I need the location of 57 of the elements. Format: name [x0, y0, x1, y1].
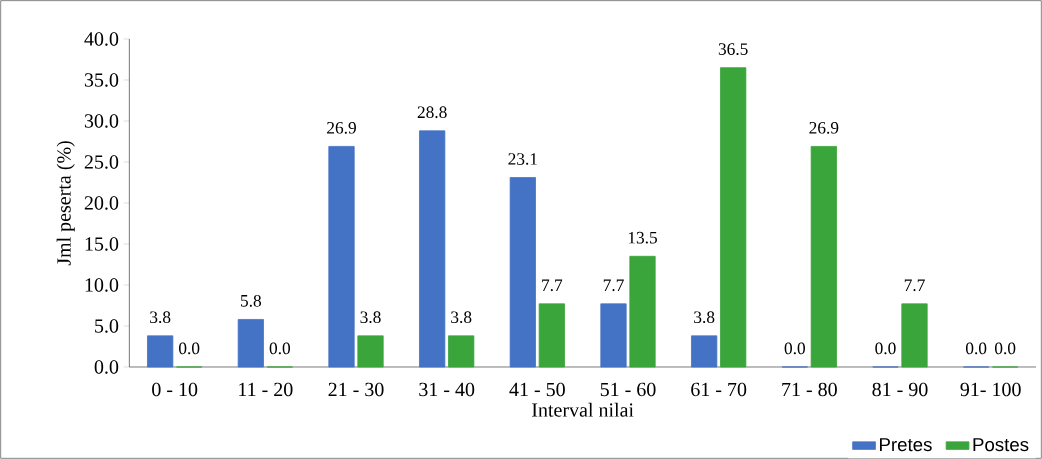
x-tick-label: 31 - 40	[419, 382, 475, 397]
bar	[448, 335, 475, 368]
y-tick-label: 5.0	[95, 319, 119, 333]
y-tick-label: 15.0	[85, 237, 119, 251]
x-axis-title: Interval nilai	[532, 402, 634, 417]
x-tick-label: 91- 100	[960, 382, 1021, 397]
data-label: 3.8	[150, 311, 171, 324]
data-label: 28.8	[417, 106, 447, 119]
data-label: 26.9	[327, 121, 356, 134]
bar	[538, 303, 565, 368]
bar	[901, 303, 928, 368]
data-label: 0.0	[995, 342, 1016, 355]
legend-label: Pretes	[880, 438, 932, 452]
bar	[720, 67, 747, 368]
bar	[509, 177, 536, 368]
data-label: 7.7	[603, 279, 624, 292]
bar	[691, 335, 718, 368]
data-label: 36.5	[718, 43, 748, 55]
bar	[810, 146, 837, 368]
data-label: 0.0	[179, 342, 200, 355]
data-label: 7.7	[904, 279, 925, 292]
legend-label: Postes	[973, 438, 1029, 452]
y-tick-label: 35.0	[84, 73, 119, 87]
data-label: 0.0	[269, 342, 291, 355]
bar	[328, 146, 355, 368]
bar	[629, 255, 656, 368]
data-label: 3.8	[694, 311, 715, 324]
data-label: 26.9	[809, 121, 839, 134]
y-axis-title: Jml peserta (%)	[56, 141, 75, 266]
data-label: 3.8	[360, 311, 381, 324]
data-label: 7.7	[542, 279, 563, 292]
x-tick-label: 41 - 50	[509, 382, 565, 397]
data-label: 0.0	[784, 342, 805, 355]
data-label: 0.0	[965, 342, 987, 355]
data-label: 3.8	[451, 311, 472, 324]
y-tick-label: 20.0	[84, 196, 119, 210]
bar	[419, 130, 446, 368]
y-tick-label: 40.0	[84, 32, 119, 46]
x-tick-label: 71 - 80	[782, 382, 837, 397]
y-tick-label: 30.0	[84, 114, 119, 128]
y-tick-label: 0.0	[94, 360, 119, 374]
x-tick-label: 61 - 70	[691, 382, 747, 397]
y-tick-label: 10.0	[85, 278, 119, 292]
bar	[357, 335, 384, 368]
x-tick-label: 51 - 60	[600, 382, 656, 397]
data-label: 23.1	[508, 153, 537, 165]
bar	[600, 303, 627, 368]
x-tick-label: 0 - 10	[152, 382, 198, 397]
x-tick-label: 81 - 90	[872, 382, 928, 397]
bar	[147, 335, 174, 368]
x-tick-label: 11 - 20	[239, 382, 293, 397]
data-label: 0.0	[875, 342, 896, 355]
data-label: 13.5	[628, 231, 657, 244]
bar	[237, 319, 264, 368]
x-tick-label: 21 - 30	[328, 382, 384, 397]
data-label: 5.8	[241, 294, 262, 307]
y-tick-label: 25.0	[84, 155, 119, 169]
